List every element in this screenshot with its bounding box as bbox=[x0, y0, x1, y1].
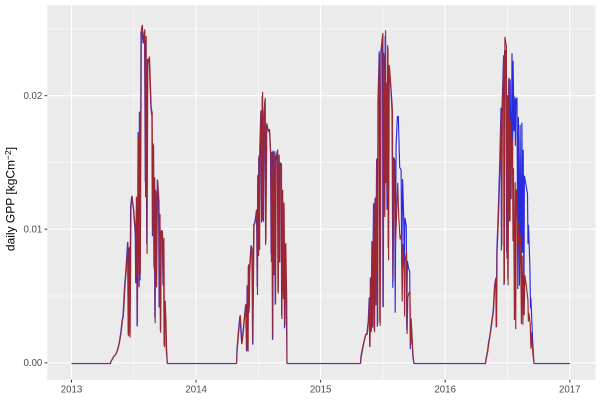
svg-text:0.02: 0.02 bbox=[23, 91, 42, 102]
svg-text:2015: 2015 bbox=[310, 385, 332, 396]
svg-text:daily GPP [kgCm−2]: daily GPP [kgCm−2] bbox=[3, 147, 18, 251]
svg-text:2016: 2016 bbox=[434, 385, 456, 396]
svg-text:0.00: 0.00 bbox=[23, 358, 42, 369]
svg-text:0.01: 0.01 bbox=[23, 225, 42, 236]
svg-text:2017: 2017 bbox=[559, 385, 581, 396]
svg-text:2014: 2014 bbox=[185, 385, 207, 396]
svg-text:2013: 2013 bbox=[61, 385, 83, 396]
